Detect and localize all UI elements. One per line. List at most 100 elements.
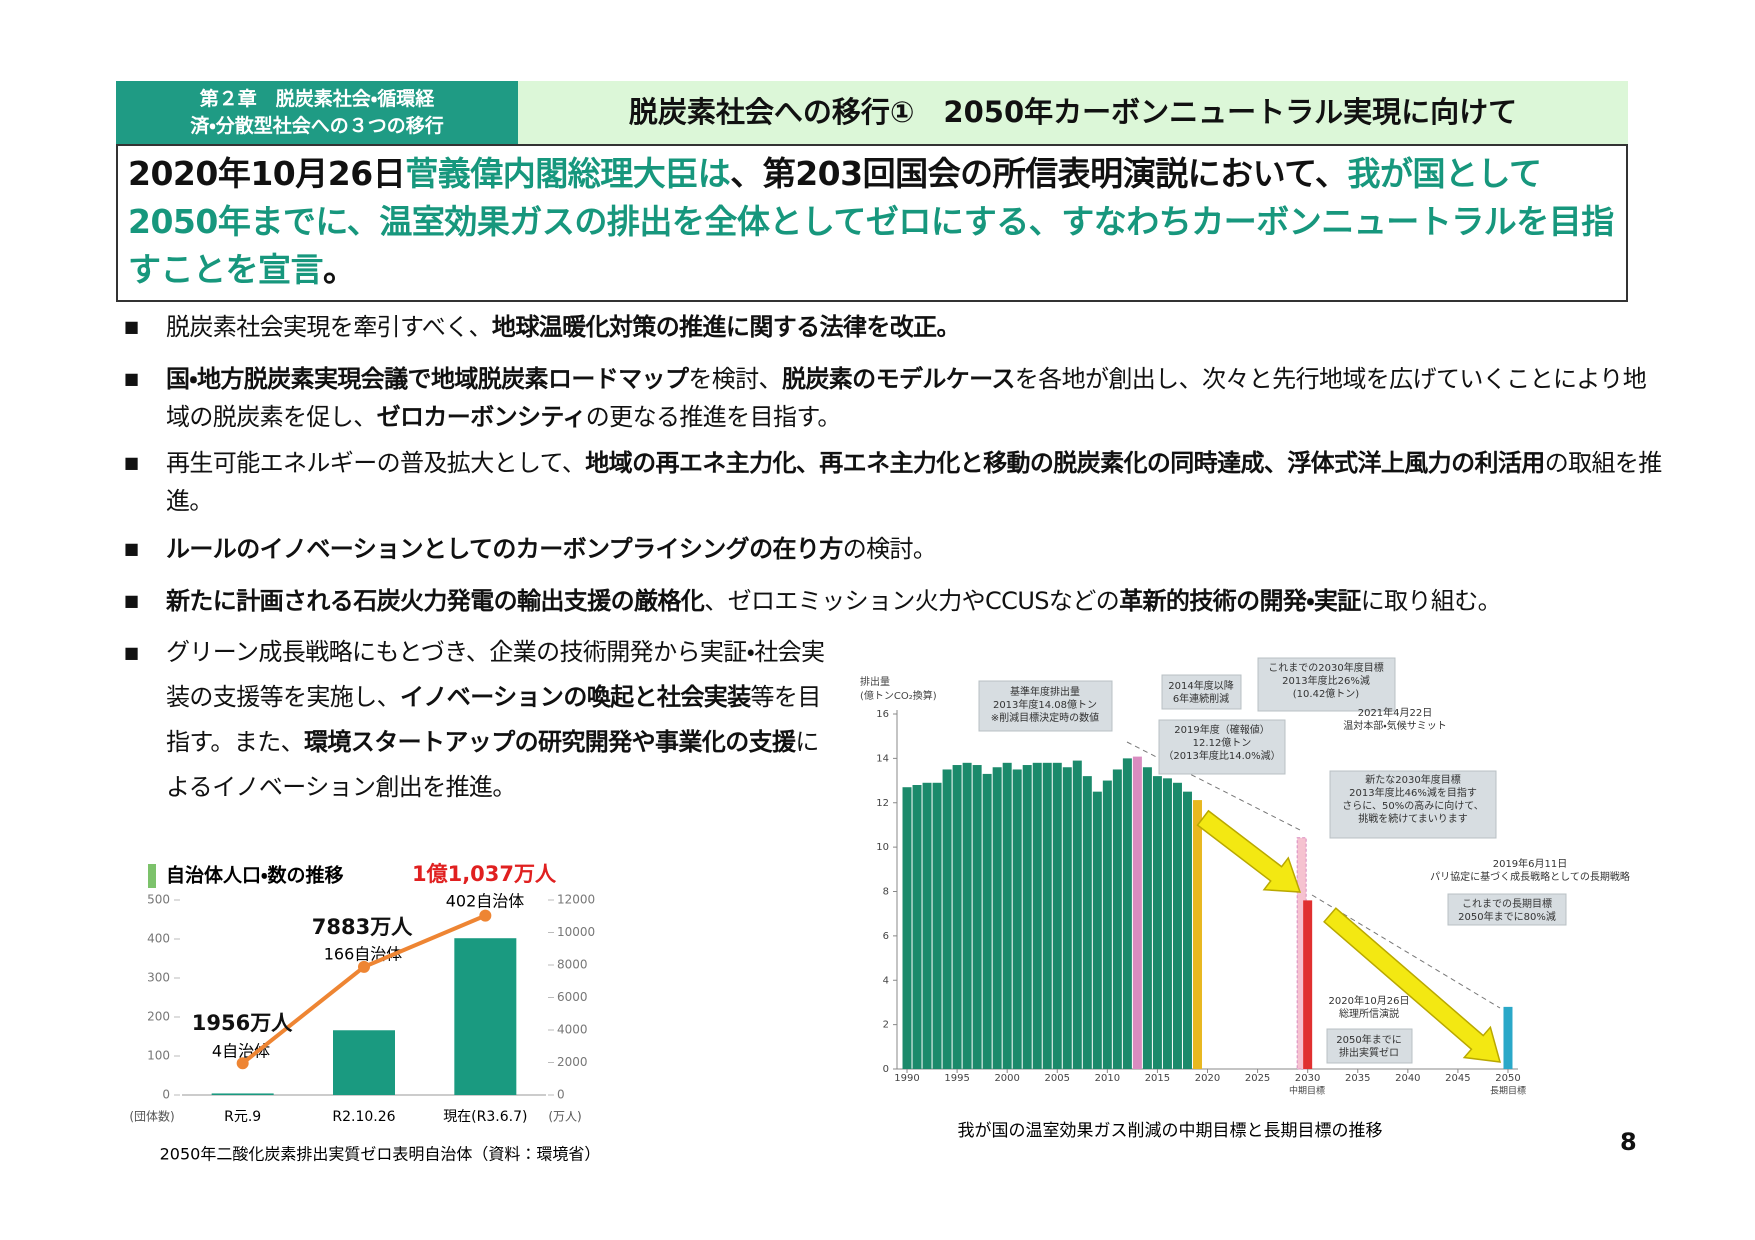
- chart-caption: 2050年二酸化炭素排出実質ゼロ表明自治体（資料：環境省）: [160, 1145, 601, 1164]
- annotation-box: [1158, 719, 1286, 775]
- bullet: 国・地方脱炭素実現会議で地域脱炭素ロードマップを検討、脱炭素のモデルケースを各地…: [124, 360, 1666, 436]
- y2-tick-label: 6000: [557, 990, 588, 1004]
- chart-caption: 我が国の温室効果ガス削減の中期目標と長期目標の推移: [958, 1121, 1383, 1141]
- annotation-line: 新たな2030年度目標: [1365, 773, 1460, 786]
- annotation-line: 2050年までに80%減: [1458, 910, 1556, 923]
- y-axis-label: (億トンCO₂換算): [860, 689, 937, 702]
- annotation-line: 2013年度比46%減を目指す: [1349, 786, 1477, 799]
- x-tick-label: 1995: [944, 1073, 969, 1084]
- bar: [1296, 837, 1307, 1070]
- bar: [1002, 762, 1012, 1069]
- y2-tick-label: 10000: [557, 925, 595, 939]
- bar-value-label: 402自治体: [446, 892, 525, 911]
- x-tick-label: R2.10.26: [332, 1109, 395, 1125]
- annotation-box: [1326, 1028, 1413, 1064]
- bullet: ルールのイノベーションとしてのカーボンプライシングの在り方の検討。: [124, 530, 1726, 568]
- annotation-line: パリ協定に基づく成長戦略としての長期戦略: [1430, 870, 1630, 883]
- line-point: [358, 960, 370, 973]
- bullet-segment: 、ゼロエミッション火力やCCUSなどの: [704, 587, 1120, 615]
- annotation-line: 6年連続削減: [1173, 692, 1229, 705]
- bullet-segment: グリーン成長戦略にもとづき、企業の技術開発から実証・社会実装の支援等を実施し、: [166, 638, 825, 711]
- bar: [454, 938, 517, 1095]
- bar: [1303, 900, 1313, 1069]
- bar: [952, 765, 962, 1069]
- chapter-line: 第２章 脱炭素社会・循環経: [199, 88, 435, 110]
- bullet-segment: ルールのイノベーションとしてのカーボンプライシングの在り方: [166, 535, 843, 563]
- chapter-line: 済・分散型社会への３つの移行: [190, 115, 444, 137]
- bar: [1052, 762, 1062, 1069]
- x-tick-label: 2025: [1245, 1073, 1270, 1084]
- y-tick-label: 400: [147, 932, 170, 946]
- bullet-segment: 環境スタートアップの研究開発や事業化の支援: [304, 728, 796, 756]
- bar: [1112, 769, 1122, 1069]
- bullet-segment: 等を目指す。また、: [166, 683, 821, 756]
- line-value-label: 7883万人: [312, 915, 413, 939]
- line-point: [479, 909, 492, 922]
- y-axis-label: 排出量: [860, 675, 890, 688]
- annotation-line: 2013年度比26%減: [1282, 674, 1370, 687]
- line-value-label: 1億1,037万人: [412, 862, 557, 886]
- y2-tick-label: 12000: [557, 893, 595, 907]
- annotation-line: 排出実質ゼロ: [1339, 1046, 1399, 1059]
- bullet: 再生可能エネルギーの普及拡大として、地域の再エネ主力化、再エネ主力化と移動の脱炭…: [124, 444, 1666, 520]
- annotation-line: 2013年度14.08億トン: [993, 698, 1097, 711]
- bullet: 新たに計画される石炭火力発電の輸出支援の厳格化、ゼロエミッション火力やCCUSな…: [124, 582, 1746, 620]
- bar: [1152, 776, 1162, 1069]
- bar: [1012, 769, 1022, 1069]
- annotation-line: これまでの2030年度目標: [1268, 661, 1383, 674]
- y-tick-label: 200: [147, 1010, 170, 1024]
- bar: [1172, 782, 1182, 1069]
- bar: [922, 782, 932, 1069]
- bullet-segment: イノベーションの喚起と社会実装: [400, 683, 751, 711]
- bullet-segment: に取り組む。: [1360, 587, 1502, 615]
- y-tick-label: 100: [147, 1049, 170, 1063]
- bar: [912, 785, 922, 1069]
- y-axis-label: (団体数): [129, 1109, 174, 1124]
- bar: [1162, 778, 1172, 1069]
- annotation-line: 2014年度以降: [1168, 679, 1233, 692]
- chapter-label: 第２章 脱炭素社会・循環経 済・分散型社会への３つの移行: [116, 81, 518, 144]
- y-tick-label: 500: [147, 893, 170, 907]
- bullet-segment: の検討。: [842, 535, 937, 563]
- bullet-segment: の取組を推進。: [166, 449, 1662, 515]
- lead-segment: 我が国として2050年までに、温室効果ガスの排出を全体としてゼロにする、すなわち…: [128, 154, 1614, 289]
- bullet-segment: 地球温暖化対策の推進に関する法律を改正。: [491, 313, 961, 341]
- x-tick-label: 2035: [1345, 1073, 1370, 1084]
- x-tick-label: 2000: [994, 1073, 1019, 1084]
- bullet: グリーン成長戦略にもとづき、企業の技術開発から実証・社会実装の支援等を実施し、イ…: [124, 630, 826, 810]
- bullet-segment: によるイノベーション創出を推進。: [166, 728, 819, 801]
- x-tick-note: 長期目標: [1490, 1085, 1526, 1097]
- bar: [932, 782, 942, 1069]
- x-tick-label: 2020: [1195, 1073, 1220, 1084]
- bar: [1082, 776, 1092, 1069]
- bullet-segment: 脱炭素のモデルケース: [781, 365, 1015, 393]
- x-tick-label: R元.9: [224, 1109, 261, 1125]
- bullet-segment: の更なる推進を目指す。: [585, 403, 842, 431]
- y-tick-label: 8: [883, 887, 889, 898]
- bar: [1182, 791, 1192, 1069]
- bar: [1142, 767, 1152, 1069]
- bar: [1192, 800, 1202, 1069]
- bullet: 脱炭素社会実現を牽引すべく、地球温暖化対策の推進に関する法律を改正。: [124, 308, 1726, 346]
- y-tick-label: 10: [876, 842, 889, 853]
- y2-tick-label: 2000: [557, 1055, 588, 1069]
- bar: [1062, 767, 1072, 1069]
- y-tick-label: 0: [883, 1064, 889, 1075]
- annotation-line: 基準年度排出量: [1010, 685, 1080, 698]
- y-tick-label: 12: [876, 798, 889, 809]
- annotation-line: 2050年までに: [1336, 1033, 1401, 1046]
- bar: [1122, 758, 1132, 1069]
- arrow: [1323, 907, 1502, 1063]
- arrow: [1196, 809, 1302, 893]
- bar: [1032, 762, 1042, 1069]
- bullet-segment: 新たに計画される石炭火力発電の輸出支援の厳格化: [166, 587, 705, 615]
- x-tick-label: 2040: [1395, 1073, 1420, 1084]
- y2-tick-label: 0: [557, 1088, 565, 1102]
- y-tick-label: 4: [883, 975, 889, 986]
- annotation-line: 2021年4月22日: [1358, 706, 1433, 719]
- annotation-line: 12.12億トン: [1193, 736, 1252, 749]
- lead-segment: 菅義偉内閣総理大臣は: [405, 154, 731, 193]
- annotation-line: 2020年10月26日: [1329, 994, 1410, 1007]
- annotation-box: [978, 680, 1113, 732]
